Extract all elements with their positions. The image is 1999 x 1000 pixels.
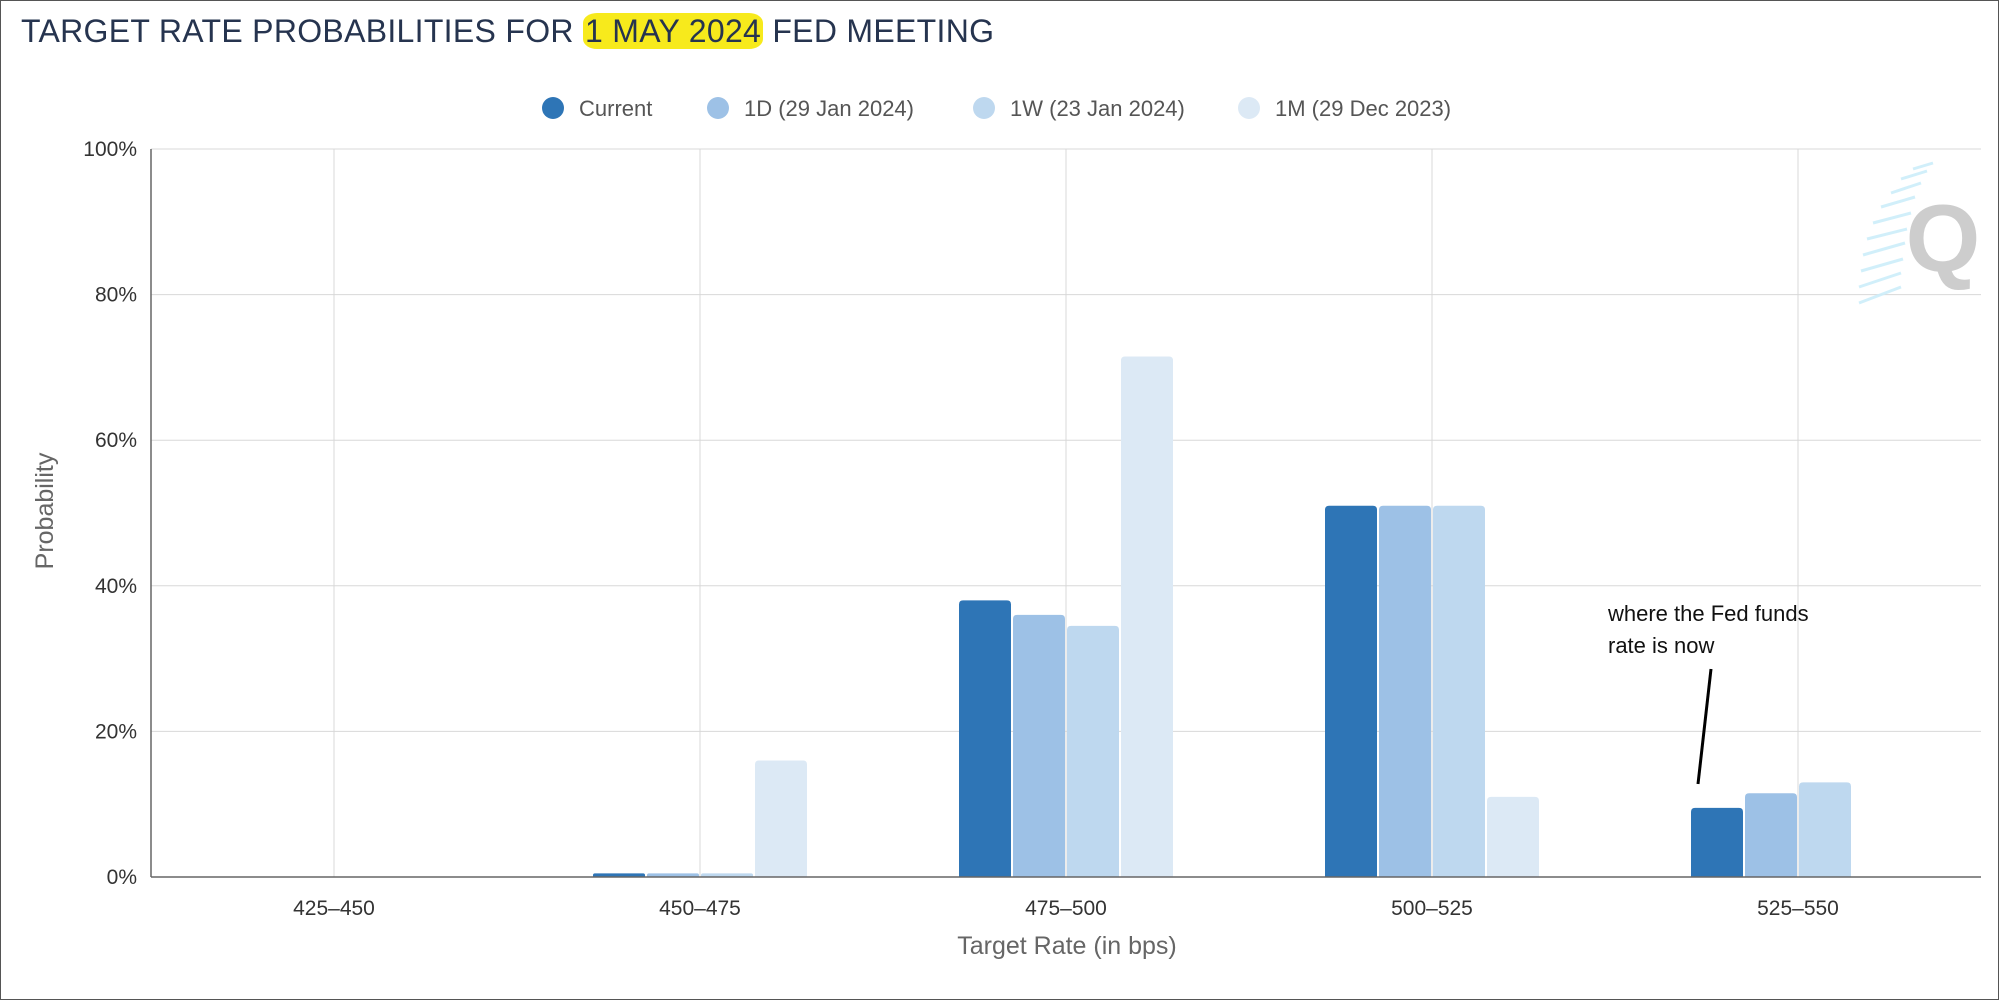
legend-label[interactable]: Current bbox=[579, 96, 652, 121]
bar-500-525-series-0 bbox=[1325, 505, 1377, 877]
bar-525-550-series-2 bbox=[1799, 782, 1851, 877]
bar-525-550-series-1 bbox=[1745, 793, 1797, 877]
legend-label[interactable]: 1M (29 Dec 2023) bbox=[1275, 96, 1451, 121]
bar-500-525-series-3 bbox=[1487, 796, 1539, 877]
x-tick-label: 450–475 bbox=[659, 897, 741, 920]
bars bbox=[593, 356, 1851, 878]
legend-label[interactable]: 1W (23 Jan 2024) bbox=[1010, 96, 1185, 121]
axes bbox=[150, 149, 1981, 878]
legend: Current 1D (29 Jan 2024) 1W (23 Jan 2024) 1… bbox=[542, 96, 1451, 121]
y-tick-label: 80% bbox=[95, 284, 137, 307]
legend-marker bbox=[1238, 97, 1260, 119]
legend-marker bbox=[707, 97, 729, 119]
annotation-line-1: where the Fed funds bbox=[1607, 601, 1809, 626]
x-tick-label: 475–500 bbox=[1025, 897, 1107, 920]
y-tick-label: 20% bbox=[95, 720, 137, 743]
bar-525-550-series-0 bbox=[1691, 807, 1743, 877]
bar-475-500-series-3 bbox=[1121, 356, 1173, 878]
legend-marker bbox=[973, 97, 995, 119]
x-tick-label: 425–450 bbox=[293, 897, 375, 920]
legend-label[interactable]: 1D (29 Jan 2024) bbox=[744, 96, 914, 121]
bar-450-475-series-1 bbox=[647, 873, 699, 877]
y-tick-label: 100% bbox=[83, 138, 137, 161]
legend-marker bbox=[542, 97, 564, 119]
title-text-end: FED MEETING bbox=[763, 13, 995, 49]
bar-500-525-series-2 bbox=[1433, 505, 1485, 877]
y-tick-label: 40% bbox=[95, 575, 137, 598]
tick-labels: 0% 20% 40% 60% 80% 100% 425–450 450–475 475–500 5… bbox=[83, 138, 1839, 920]
bar-475-500-series-0 bbox=[959, 600, 1011, 877]
bar-500-525-series-1 bbox=[1379, 505, 1431, 877]
annotation-line-2: rate is now bbox=[1608, 633, 1714, 658]
x-tick-label: 500–525 bbox=[1391, 897, 1473, 920]
annotation-pointer-line bbox=[1696, 668, 1713, 785]
y-tick-label: 0% bbox=[107, 866, 137, 889]
chart-title: TARGET RATE PROBABILITIES FOR 1 MAY 2024… bbox=[21, 13, 994, 50]
y-axis-title: Probability bbox=[31, 452, 59, 569]
title-text-start: TARGET RATE PROBABILITIES FOR bbox=[21, 13, 583, 49]
y-tick-label: 60% bbox=[95, 429, 137, 452]
bar-475-500-series-1 bbox=[1013, 614, 1065, 877]
bar-450-475-series-3 bbox=[755, 760, 807, 877]
annotation: where the Fed funds rate is now bbox=[1607, 601, 1809, 785]
bar-450-475-series-2 bbox=[701, 873, 753, 877]
x-axis-title: Target Rate (in bps) bbox=[957, 932, 1177, 960]
bar-450-475-series-0 bbox=[593, 873, 645, 877]
gridlines bbox=[151, 148, 1981, 877]
logo-letter: Q bbox=[1906, 185, 1981, 292]
title-highlighted-date: 1 MAY 2024 bbox=[582, 13, 764, 49]
x-tick-label: 525–550 bbox=[1757, 897, 1839, 920]
bar-475-500-series-2 bbox=[1067, 625, 1119, 877]
q-logo-watermark: Q bbox=[1858, 161, 1981, 305]
